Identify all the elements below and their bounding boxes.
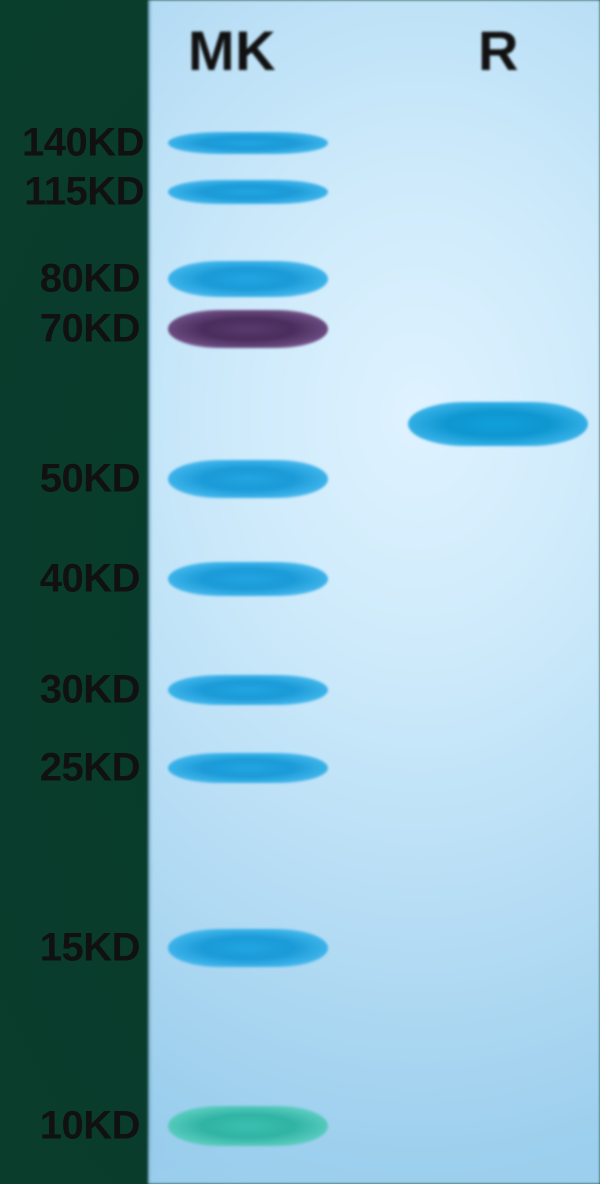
marker-band-50kd xyxy=(168,460,328,498)
mw-label-40kd: 40KD xyxy=(0,557,140,602)
marker-band-15kd xyxy=(168,929,328,967)
mw-label-115kd: 115KD xyxy=(0,170,144,215)
gel-figure: 140KD115KD 80KD 70KD 50KD 40KD 30KD 25KD 15KD 10… xyxy=(0,0,600,1184)
sample-band-57kd xyxy=(408,402,588,446)
mw-label-25kd: 25KD xyxy=(0,746,140,791)
mw-label-15kd: 15KD xyxy=(0,926,140,971)
marker-band-40kd xyxy=(168,562,328,596)
mw-label-50kd: 50KD xyxy=(0,457,140,502)
marker-band-30kd xyxy=(168,675,328,705)
lane-header-r: R xyxy=(478,18,519,83)
marker-band-25kd xyxy=(168,753,328,783)
lane-r xyxy=(408,80,588,1184)
marker-band-10kd xyxy=(168,1106,328,1146)
gel-region: MK R xyxy=(148,0,600,1184)
mw-label-30kd: 30KD xyxy=(0,668,140,713)
marker-band-115kd xyxy=(168,180,328,204)
marker-band-70kd xyxy=(168,310,328,348)
mw-label-140kd: 140KD xyxy=(0,121,144,166)
mw-label-10kd: 10KD xyxy=(0,1104,140,1149)
mw-label-70kd: 70KD xyxy=(0,307,140,352)
marker-band-80kd xyxy=(168,261,328,297)
lane-mk xyxy=(168,80,328,1184)
marker-band-140kd xyxy=(168,132,328,154)
lane-header-mk: MK xyxy=(188,18,276,83)
lane-headers: MK R xyxy=(148,0,600,80)
mw-label-80kd: 80KD xyxy=(0,257,140,302)
